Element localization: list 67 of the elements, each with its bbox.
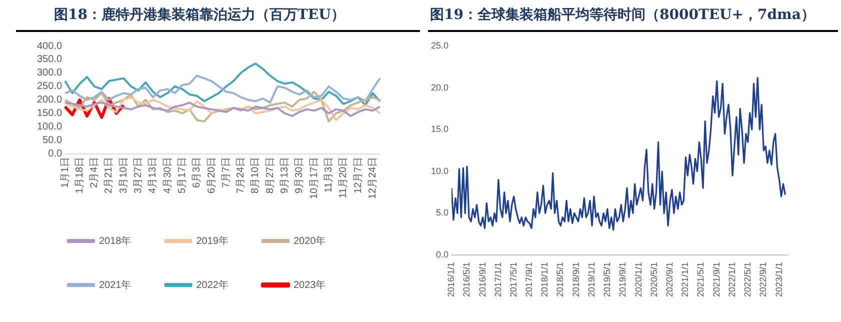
y-tick-label: 400.0 [36, 40, 62, 52]
y-tick-label: 50.0 [42, 135, 62, 146]
x-tick-label: 11月3日 [323, 156, 334, 193]
x-tick-label: 2018/9/1 [570, 262, 581, 298]
x-tick-label: 8月10日 [250, 156, 262, 194]
legend-label: 2022年 [196, 278, 228, 291]
x-tick-label: 10月17日 [308, 156, 320, 200]
y-tick-label: 300.0 [36, 68, 62, 79]
x-tick-label: 7月7日 [220, 156, 232, 188]
y-tick-label: 0.0 [436, 249, 449, 260]
x-tick-label: 1月18日 [74, 156, 86, 194]
x-tick-label: 6月20日 [206, 156, 218, 194]
x-tick-label: 2018/1/1 [540, 262, 550, 298]
y-tick-label: 100.0 [36, 122, 62, 133]
x-tick-label: 2016/5/1 [462, 262, 472, 298]
legend-label: 2019年 [196, 234, 228, 247]
x-tick-label: 2020/5/1 [648, 262, 659, 298]
x-tick-label: 2021/1/1 [680, 262, 690, 298]
y-tick-label: 10.0 [430, 166, 449, 176]
x-tick-label: 2023/1/1 [774, 262, 784, 298]
legend-label: 2021年 [99, 278, 132, 291]
x-tick-label: 2022/1/1 [726, 262, 737, 298]
x-tick-label: 8月27日 [264, 156, 276, 194]
x-tick-label: 1月1日 [60, 156, 71, 188]
x-tick-label: 2017/1/1 [492, 262, 503, 298]
x-tick-label: 9月30日 [294, 156, 306, 194]
x-tick-label: 3月10日 [118, 156, 130, 194]
y-tick-label: 250.0 [36, 81, 62, 92]
x-tick-label: 3月27日 [133, 156, 144, 194]
x-tick-label: 2017/9/1 [524, 262, 534, 298]
x-tick-label: 2月21日 [104, 156, 115, 194]
chart-title: 图19：全球集装箱船平均等待时间（8000TEU+，7dma） [428, 0, 838, 32]
x-tick-label: 2021/9/1 [711, 262, 722, 298]
x-tick-label: 2016/1/1 [446, 262, 456, 298]
x-tick-label: 2018/5/1 [555, 262, 566, 298]
x-tick-label: 4月13日 [148, 156, 159, 194]
legend-label: 2020年 [293, 234, 326, 247]
x-tick-label: 2019/9/1 [618, 262, 628, 298]
x-tick-label: 12月24日 [367, 156, 378, 200]
x-tick-label: 5月17日 [176, 156, 188, 194]
x-tick-label: 6月3日 [192, 156, 203, 188]
x-tick-label: 9月13日 [280, 156, 291, 194]
x-tick-label: 11月20日 [338, 156, 350, 198]
y-tick-label: 15.0 [430, 124, 449, 134]
x-tick-label: 2020/1/1 [633, 262, 644, 298]
chart-title: 图18：鹿特丹港集装箱靠泊运力（百万TEU） [16, 0, 420, 32]
x-tick-label: 12月7日 [352, 156, 364, 194]
x-tick-label: 2019/5/1 [602, 262, 612, 298]
y-tick-label: 350.0 [36, 54, 62, 66]
y-tick-label: 200.0 [36, 94, 62, 106]
x-tick-label: 2021/5/1 [696, 262, 706, 298]
x-tick-label: 2月4日 [89, 156, 100, 188]
x-tick-label: 2022/5/1 [742, 262, 752, 298]
x-tick-label: 2016/9/1 [477, 262, 488, 298]
y-tick-label: 5.0 [436, 208, 449, 218]
x-tick-label: 4月30日 [162, 156, 174, 194]
legend-label: 2018年 [99, 234, 132, 247]
x-tick-label: 2017/5/1 [508, 262, 518, 298]
x-tick-label: 2019/1/1 [586, 262, 596, 298]
y-tick-label: 25.0 [430, 40, 449, 50]
x-tick-label: 7月24日 [236, 156, 247, 194]
y-tick-label: 150.0 [36, 108, 62, 120]
legend-label: 2023年 [293, 278, 326, 291]
y-tick-label: 20.0 [430, 82, 449, 92]
x-tick-label: 2022/9/1 [758, 262, 768, 298]
x-tick-label: 2020/9/1 [664, 262, 675, 298]
y-tick-label: 0.0 [48, 148, 62, 160]
